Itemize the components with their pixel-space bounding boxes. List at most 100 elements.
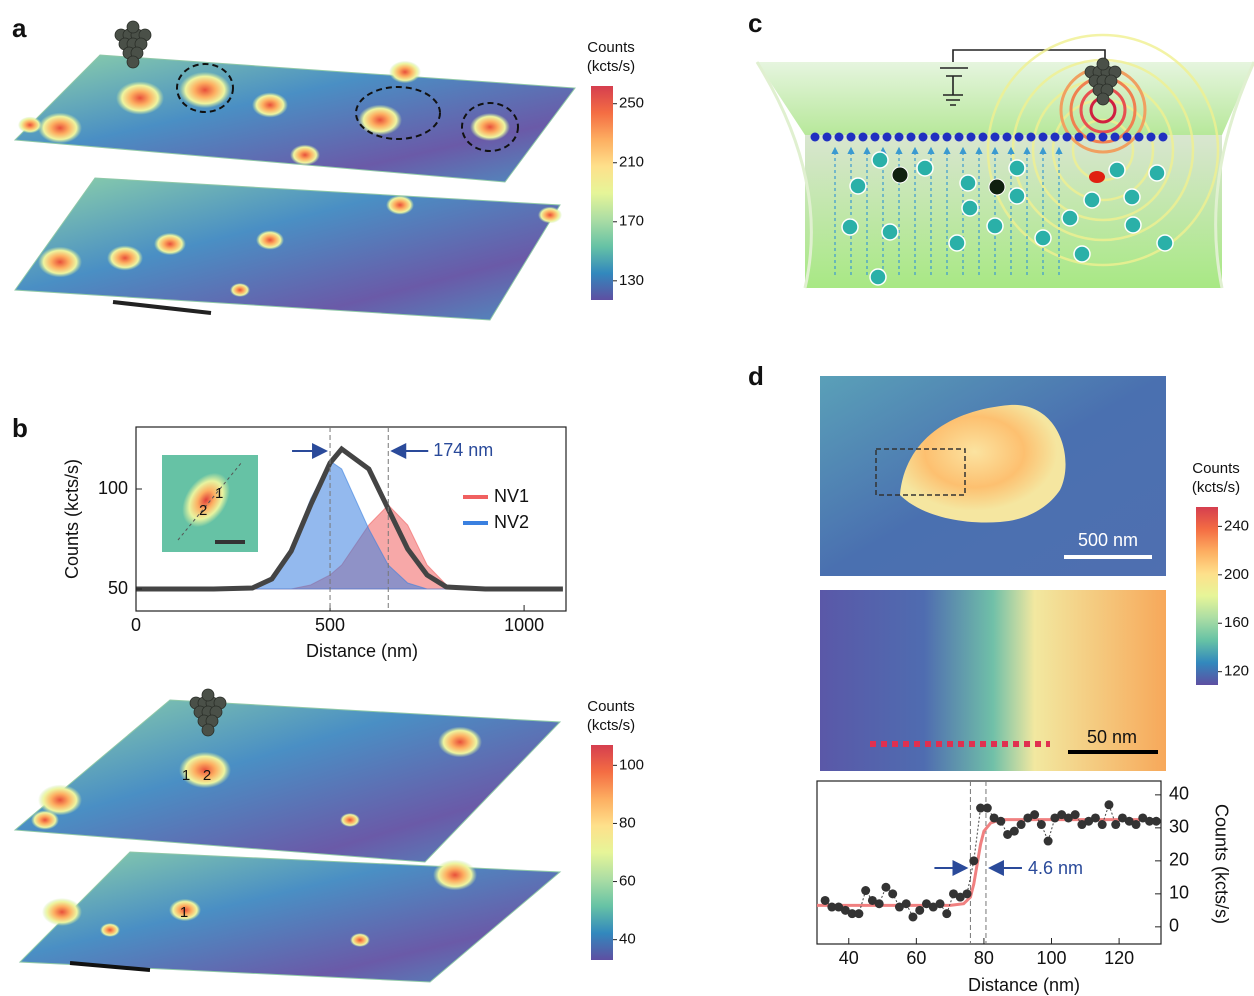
colorbar-tick-label: 160 (1224, 614, 1249, 631)
x-tick-label: 40 (839, 948, 859, 968)
surface-peak (252, 92, 288, 118)
point (1138, 813, 1148, 823)
point (1063, 813, 1073, 823)
surface-peak (438, 726, 482, 758)
colorbar (591, 745, 613, 960)
electron (1002, 132, 1012, 142)
y-tick-label: 10 (1169, 883, 1189, 903)
ion (881, 223, 899, 241)
x-tick-label: 0 (131, 615, 141, 635)
x-tick-label: 60 (906, 948, 926, 968)
point (955, 892, 965, 902)
point (1111, 820, 1121, 830)
highlight-circle (461, 102, 519, 152)
surface-map (14, 177, 561, 321)
point (935, 899, 945, 909)
tip-atom (1096, 57, 1110, 71)
peak-label: 1 (182, 767, 190, 784)
x-tick-label: 500 (315, 615, 345, 635)
electron (894, 132, 904, 142)
panel-label: c (748, 8, 762, 38)
highlight-circle (176, 63, 234, 113)
ion (1034, 229, 1052, 247)
electron (954, 132, 964, 142)
surface-map (13, 699, 562, 863)
colorbar-unit: (kcts/s) (587, 58, 635, 75)
colorbar-unit: (kcts/s) (1192, 479, 1240, 496)
ion (1123, 188, 1141, 206)
point (854, 909, 864, 919)
colorbar-tick-label: 210 (619, 154, 644, 171)
panel-label: a (12, 13, 27, 43)
x-axis-title: Distance (nm) (306, 641, 418, 661)
surface-peak (290, 144, 320, 166)
electron (1110, 132, 1120, 142)
electron (858, 132, 868, 142)
y-tick-label: 50 (108, 578, 128, 598)
point (881, 882, 891, 892)
x-tick-label: 100 (1036, 948, 1066, 968)
point (1117, 813, 1127, 823)
point (969, 856, 979, 866)
surface-peak (538, 206, 562, 224)
panel-label: b (12, 413, 28, 443)
zoom-box (875, 448, 966, 496)
colorbar-tick-label: 80 (619, 814, 636, 831)
surface-peak (386, 195, 414, 215)
electron (930, 132, 940, 142)
x-axis-title: Distance (nm) (968, 975, 1080, 995)
scale-bar (69, 961, 151, 972)
field-arc (986, 33, 1220, 267)
point (840, 905, 850, 915)
ion (961, 199, 979, 217)
electron (978, 132, 988, 142)
tip-atom (201, 723, 215, 737)
electron (1098, 132, 1108, 142)
electron (906, 132, 916, 142)
surface-peak (38, 246, 82, 278)
tip-atom (126, 20, 140, 34)
point (867, 895, 877, 905)
ion (1108, 161, 1126, 179)
panel-label: d (748, 361, 764, 391)
heatmap (820, 590, 1166, 771)
point (1151, 816, 1161, 826)
surface-peak (433, 859, 477, 891)
legend-label: NV2 (494, 512, 529, 532)
electron (882, 132, 892, 142)
surface-peak (116, 81, 164, 115)
y-tick-label: 0 (1169, 916, 1179, 936)
point (921, 899, 931, 909)
surface-map (18, 851, 562, 983)
x-tick-label: 1000 (504, 615, 544, 635)
colorbar-title: Counts (587, 698, 635, 715)
peak-label: 2 (203, 767, 211, 784)
surface-peak (38, 784, 82, 816)
peak-label: 1 (180, 904, 188, 921)
electron (834, 132, 844, 142)
electron (1062, 132, 1072, 142)
point (1030, 810, 1040, 820)
point (962, 889, 972, 899)
ion (1073, 245, 1091, 263)
ion (1061, 209, 1079, 227)
point (1050, 813, 1060, 823)
point (942, 909, 952, 919)
point (820, 895, 830, 905)
inset-spot (182, 472, 230, 528)
electron (1134, 132, 1144, 142)
colorbar-tick-label: 170 (619, 213, 644, 230)
hole (988, 178, 1006, 196)
point (827, 902, 837, 912)
ion (849, 177, 867, 195)
electron (942, 132, 952, 142)
ion (1008, 159, 1026, 177)
point (894, 902, 904, 912)
point (1131, 820, 1141, 830)
beam (757, 62, 1254, 135)
surface-peak (169, 898, 201, 922)
point (888, 889, 898, 899)
point (1097, 820, 1107, 830)
colorbar-title: Counts (1192, 460, 1240, 477)
